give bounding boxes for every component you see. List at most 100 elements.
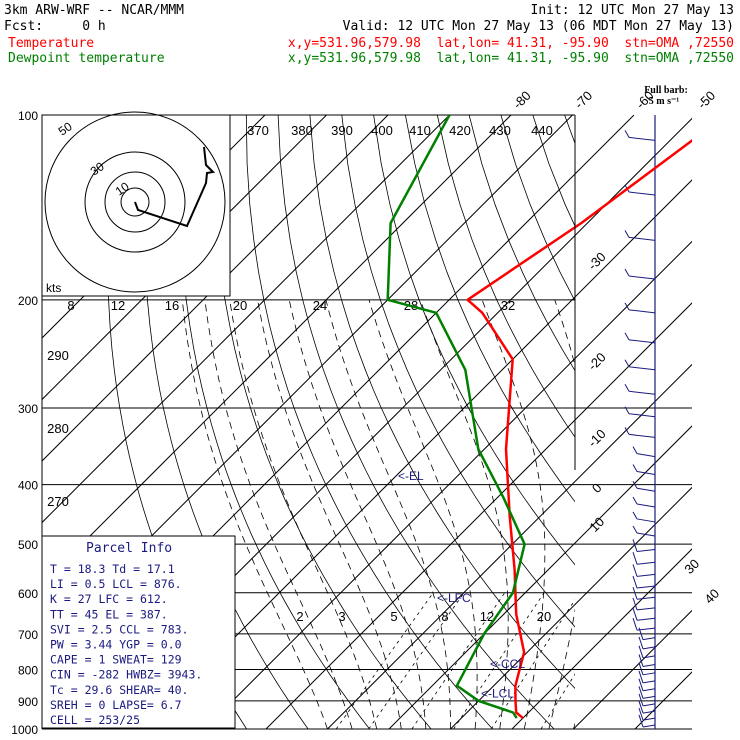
isotherm-line [42, 115, 512, 585]
barb-legend-units: 5 m s⁻¹ [649, 96, 680, 107]
mixing-ratio-label: 16 [165, 298, 179, 313]
dry-adiabat [405, 115, 575, 503]
mixing-ratio-label: 5 [390, 609, 397, 624]
marker-label: <-EL [398, 469, 424, 483]
temp-tick-label: -30 [585, 249, 609, 273]
wind-barb-flag [624, 230, 630, 238]
parcel-info-panel: Parcel Info T = 18.3 Td = 17.1LI = 0.5 L… [41, 535, 236, 729]
dry-adiabat [341, 115, 575, 628]
wind-barb-flag [638, 645, 644, 658]
parcel-info-line: SVI = 2.5 CCL = 783. [50, 622, 188, 636]
wind-barb [636, 548, 656, 552]
isotherm-line [327, 363, 692, 729]
wind-barb-flag [624, 332, 630, 341]
wind-barb [642, 688, 656, 692]
wind-barb-flag [624, 359, 630, 368]
mixing-ratio-line [335, 592, 434, 729]
dewpoint-profile [386, 115, 526, 719]
wind-barb-flag [638, 662, 644, 675]
wind-barb-flag [638, 654, 644, 667]
wind-barb-flag [624, 130, 630, 138]
wind-barb-flag [632, 564, 638, 577]
mixing-ratio-label: 8 [441, 609, 448, 624]
dewpoint-legend: Dewpoint temperature [8, 51, 165, 66]
parcel-info-line: TT = 45 EL = 387. [50, 607, 168, 621]
theta-label: 270 [47, 494, 69, 509]
hodograph-ring-30 [84, 151, 186, 253]
temp-tick-label: -70 [571, 88, 595, 112]
wind-barb [636, 470, 656, 475]
wind-barb [636, 561, 656, 565]
pressure-axis: 100 200 300 400 500 600 700 800 900 1000 [11, 109, 576, 737]
wind-barb [636, 518, 656, 523]
dry-adiabat [245, 115, 493, 729]
isotherm-line [511, 548, 692, 729]
parcel-info-line: PW = 3.44 YGP = 0.0 [50, 638, 182, 652]
wind-barb [628, 433, 656, 438]
wind-barb [636, 487, 656, 492]
theta-label: 380 [291, 123, 313, 138]
theta-label: 410 [409, 123, 431, 138]
dry-adiabat [436, 115, 575, 438]
parcel-info-title: Parcel Info [86, 541, 172, 556]
wind-barb [628, 191, 656, 196]
wind-barb [628, 390, 656, 395]
moist-adiabat [288, 299, 427, 729]
pressure-tick-label: 300 [18, 402, 38, 416]
wind-barb-flag [632, 575, 638, 589]
marker-label: <-LCL [481, 687, 514, 701]
hodograph-ring-50 [44, 111, 226, 293]
isotherm-line [265, 302, 692, 729]
dry-adiabat [724, 115, 740, 729]
wind-barb-flag [638, 700, 644, 714]
parcel-info-line: LI = 0.5 LCL = 876. [50, 577, 182, 591]
pressure-tick-label: 1000 [11, 723, 38, 737]
wind-barb-flag [632, 587, 638, 600]
wind-barb-flag [638, 707, 644, 721]
theta-label: 440 [531, 123, 553, 138]
wind-barb [642, 637, 656, 641]
wind-barb-flag [638, 678, 644, 691]
mixing-ratio-label: 24 [313, 298, 327, 313]
mixing-ratio-label: 32 [501, 298, 515, 313]
moist-adiabat [229, 299, 378, 729]
temperature-legend: Temperature [8, 36, 94, 51]
header: 3km ARW-WRF -- NCAR/MMM Init: 12 UTC Mon… [4, 3, 734, 107]
temp-tick-label: -10 [585, 426, 609, 450]
dry-adiabat [309, 115, 575, 689]
wind-barb-flag [624, 384, 630, 392]
wind-barb [628, 366, 656, 371]
pressure-tick-label: 100 [18, 109, 38, 123]
wind-barb-flag [624, 406, 630, 414]
hodograph-ring-20 [104, 171, 166, 233]
dry-adiabat [532, 115, 575, 228]
wind-barb [642, 672, 656, 676]
temp-tick-label: 10 [586, 514, 607, 535]
dry-adiabat [213, 115, 432, 729]
isotherm-line [573, 609, 692, 729]
dry-adiabat [628, 115, 740, 729]
wind-barb-flag [624, 427, 630, 435]
pressure-tick-label: 500 [18, 538, 38, 552]
temp-tick-label: 40 [701, 586, 722, 607]
theta-label: 430 [489, 123, 511, 138]
dry-adiabat [373, 115, 575, 566]
pressure-tick-label: 400 [18, 479, 38, 493]
wind-barb [642, 646, 656, 650]
isotherm-line [42, 115, 450, 524]
theta-label: 290 [47, 348, 69, 363]
wind-barb-flag [632, 464, 638, 472]
temperature-location: x,y=531.96,579.98 lat,lon= 41.31, -95.90… [288, 36, 734, 51]
wind-barb [642, 695, 656, 699]
model-title: 3km ARW-WRF -- NCAR/MMM [4, 3, 184, 18]
moist-adiabat [623, 300, 740, 729]
wind-barb [636, 453, 656, 458]
wind-barb [642, 655, 656, 659]
moist-adiabat [573, 722, 575, 729]
isotherm-line [697, 115, 740, 729]
parcel-info-line: SREH = 0 LAPSE= 6.7 [50, 698, 182, 712]
isotherm-line [634, 671, 692, 729]
dewpoint-location: x,y=531.96,579.98 lat,lon= 41.31, -95.90… [288, 51, 734, 66]
theta-label: 390 [331, 123, 353, 138]
pressure-tick-label: 600 [18, 587, 38, 601]
